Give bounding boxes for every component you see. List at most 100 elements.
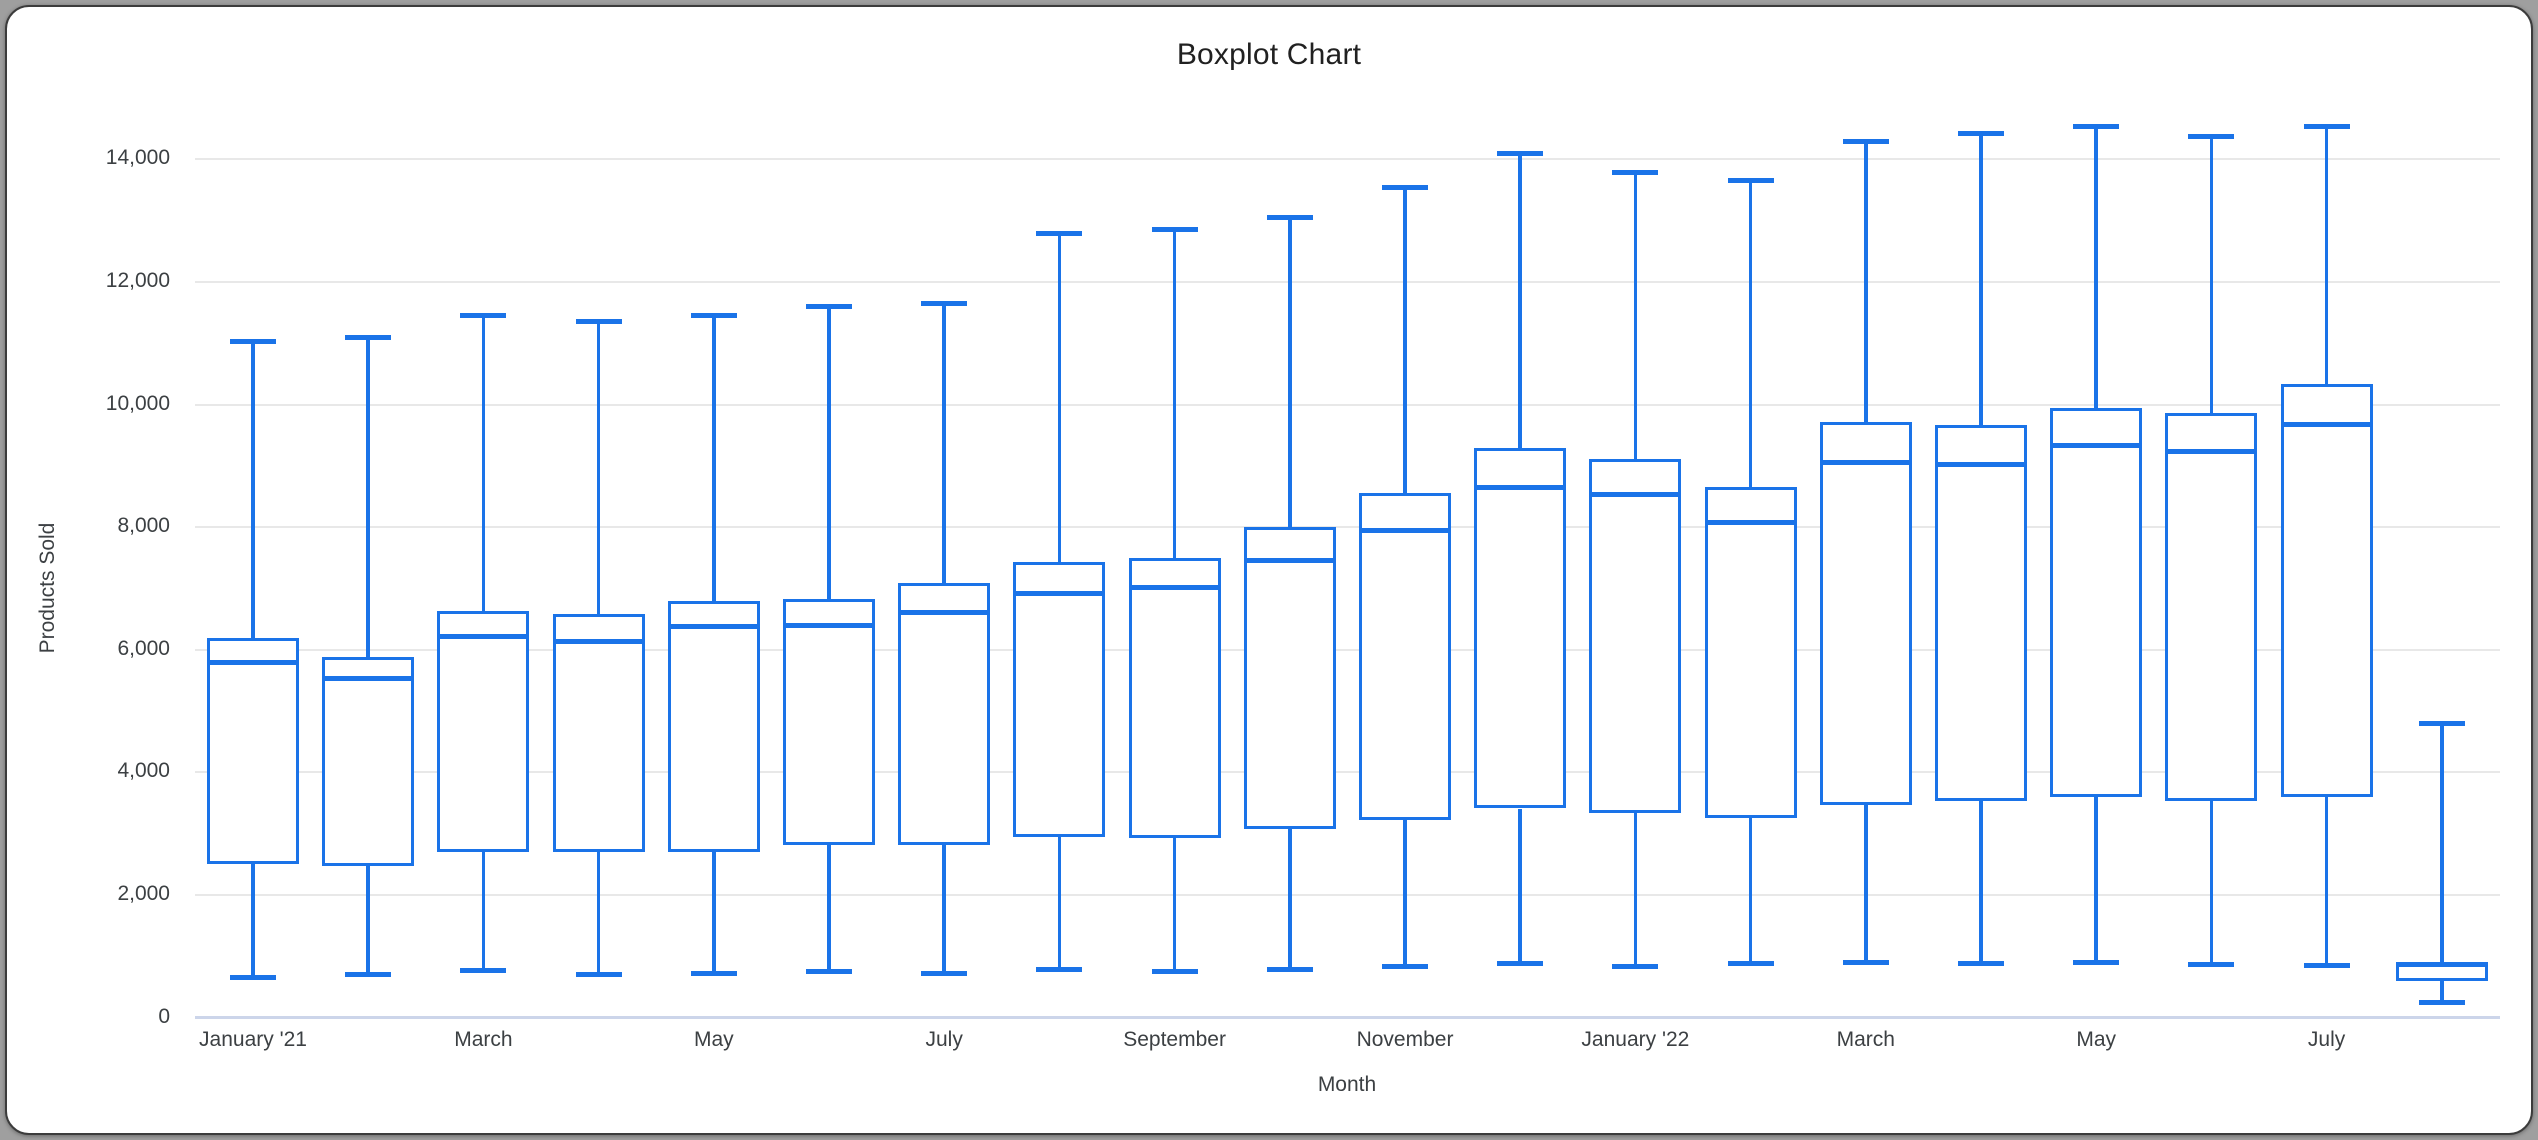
boxplot-box[interactable] <box>2050 407 2143 798</box>
boxplot-box[interactable] <box>1935 425 2027 801</box>
boxplot-max-cap[interactable] <box>460 312 507 318</box>
boxplot-box[interactable] <box>2280 383 2373 797</box>
boxplot-max-cap[interactable] <box>2188 134 2235 140</box>
boxplot-max-cap[interactable] <box>921 301 968 306</box>
boxplot-box[interactable] <box>1589 458 1682 814</box>
boxplot-upper-whisker[interactable] <box>1518 153 1522 449</box>
boxplot-max-cap[interactable] <box>1151 227 1198 233</box>
boxplot-lower-whisker[interactable] <box>942 844 946 974</box>
boxplot-median[interactable] <box>322 676 415 682</box>
boxplot-max-cap[interactable] <box>1612 169 1659 175</box>
boxplot-median[interactable] <box>1013 590 1106 596</box>
boxplot-min-cap[interactable] <box>806 969 852 975</box>
boxplot-median[interactable] <box>552 638 645 644</box>
boxplot-box[interactable] <box>207 637 299 864</box>
boxplot-upper-whisker[interactable] <box>481 315 486 612</box>
boxplot-max-cap[interactable] <box>690 313 737 319</box>
boxplot-upper-whisker[interactable] <box>2094 126 2098 408</box>
boxplot-lower-whisker[interactable] <box>827 844 831 972</box>
boxplot-median[interactable] <box>1359 527 1451 533</box>
boxplot-upper-whisker[interactable] <box>1172 229 1177 558</box>
boxplot-median[interactable] <box>2165 449 2258 455</box>
boxplot-upper-whisker[interactable] <box>1748 180 1753 488</box>
boxplot-min-cap[interactable] <box>2188 962 2235 968</box>
boxplot-upper-whisker[interactable] <box>1979 133 1983 426</box>
boxplot-median[interactable] <box>783 623 875 629</box>
boxplot-min-cap[interactable] <box>921 970 968 976</box>
boxplot-upper-whisker[interactable] <box>366 337 370 657</box>
boxplot-upper-whisker[interactable] <box>1633 172 1638 459</box>
boxplot-min-cap[interactable] <box>2303 962 2350 968</box>
boxplot-max-cap[interactable] <box>806 304 852 310</box>
boxplot-box[interactable] <box>783 598 875 845</box>
boxplot-min-cap[interactable] <box>690 970 737 976</box>
boxplot-min-cap[interactable] <box>230 975 276 981</box>
boxplot-min-cap[interactable] <box>460 967 507 973</box>
boxplot-lower-whisker[interactable] <box>1748 818 1753 964</box>
boxplot-max-cap[interactable] <box>2303 123 2350 129</box>
boxplot-box[interactable] <box>1359 492 1451 820</box>
boxplot-box[interactable] <box>898 582 991 845</box>
boxplot-upper-whisker[interactable] <box>942 303 946 583</box>
boxplot-max-cap[interactable] <box>1036 230 1083 236</box>
boxplot-box[interactable] <box>1128 557 1221 838</box>
boxplot-max-cap[interactable] <box>1958 130 2004 136</box>
boxplot-median[interactable] <box>1128 585 1221 591</box>
boxplot-lower-whisker[interactable] <box>1979 800 1983 964</box>
boxplot-lower-whisker[interactable] <box>1864 804 1868 963</box>
boxplot-max-cap[interactable] <box>345 335 392 341</box>
boxplot-upper-whisker[interactable] <box>712 315 716 602</box>
boxplot-median[interactable] <box>207 660 299 666</box>
boxplot-upper-whisker[interactable] <box>251 341 255 638</box>
boxplot-median[interactable] <box>1935 461 2027 467</box>
boxplot-upper-whisker[interactable] <box>1288 217 1292 528</box>
boxplot-min-cap[interactable] <box>345 972 392 978</box>
boxplot-max-cap[interactable] <box>575 319 622 325</box>
boxplot-upper-whisker[interactable] <box>2324 126 2329 384</box>
boxplot-median[interactable] <box>2280 421 2373 427</box>
boxplot-median[interactable] <box>1474 485 1567 491</box>
boxplot-max-cap[interactable] <box>1497 150 1544 156</box>
boxplot-box[interactable] <box>2165 413 2258 801</box>
boxplot-lower-whisker[interactable] <box>251 863 255 978</box>
boxplot-upper-whisker[interactable] <box>1057 233 1062 563</box>
boxplot-lower-whisker[interactable] <box>366 865 370 975</box>
boxplot-min-cap[interactable] <box>575 972 622 978</box>
boxplot-lower-whisker[interactable] <box>481 852 486 971</box>
boxplot-box[interactable] <box>322 656 415 866</box>
boxplot-lower-whisker[interactable] <box>712 852 716 974</box>
boxplot-box[interactable] <box>437 611 530 853</box>
boxplot-upper-whisker[interactable] <box>2440 723 2444 963</box>
boxplot-median[interactable] <box>1243 558 1336 564</box>
boxplot-upper-whisker[interactable] <box>2209 136 2214 414</box>
boxplot-lower-whisker[interactable] <box>2324 796 2329 966</box>
boxplot-lower-whisker[interactable] <box>1172 837 1177 972</box>
boxplot-min-cap[interactable] <box>1382 964 1428 970</box>
boxplot-median[interactable] <box>1589 492 1682 498</box>
boxplot-median[interactable] <box>1819 460 1912 466</box>
boxplot-box[interactable] <box>1474 448 1567 809</box>
boxplot-box[interactable] <box>552 614 645 852</box>
boxplot-median[interactable] <box>2395 961 2488 967</box>
boxplot-max-cap[interactable] <box>2073 123 2120 129</box>
boxplot-median[interactable] <box>2050 443 2143 449</box>
boxplot-lower-whisker[interactable] <box>2440 981 2444 1003</box>
boxplot-upper-whisker[interactable] <box>1403 187 1407 493</box>
boxplot-max-cap[interactable] <box>230 338 276 344</box>
boxplot-min-cap[interactable] <box>1842 960 1889 966</box>
boxplot-box[interactable] <box>1819 421 1912 805</box>
boxplot-lower-whisker[interactable] <box>2209 800 2214 965</box>
boxplot-lower-whisker[interactable] <box>1403 819 1407 967</box>
boxplot-min-cap[interactable] <box>1151 969 1198 975</box>
boxplot-lower-whisker[interactable] <box>596 852 601 975</box>
boxplot-max-cap[interactable] <box>1382 184 1428 190</box>
boxplot-min-cap[interactable] <box>1497 961 1544 967</box>
boxplot-min-cap[interactable] <box>1612 964 1659 970</box>
boxplot-lower-whisker[interactable] <box>1633 813 1638 967</box>
boxplot-median[interactable] <box>1704 520 1797 526</box>
boxplot-median[interactable] <box>898 609 991 615</box>
boxplot-min-cap[interactable] <box>1036 967 1083 973</box>
boxplot-max-cap[interactable] <box>1727 177 1774 183</box>
boxplot-lower-whisker[interactable] <box>1288 828 1292 970</box>
boxplot-min-cap[interactable] <box>1727 961 1774 967</box>
